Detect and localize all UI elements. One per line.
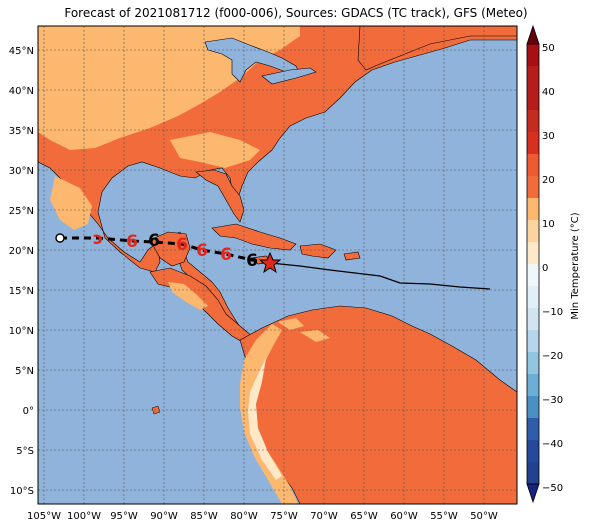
land-yucatan (149, 231, 191, 267)
land-florida (195, 169, 245, 223)
land-venezuela-highlands (300, 330, 330, 342)
lat-tick: 45°N (9, 46, 34, 57)
land-venezuela-north (278, 318, 304, 330)
lat-tick: 5°S (16, 446, 34, 457)
lake-erie-ontario (261, 67, 317, 85)
hurricane-icon: ↄ (93, 229, 103, 249)
colorbar-tick: −40 (542, 439, 563, 450)
colorbar-tick: 10 (542, 219, 555, 230)
lat-tick: 35°N (9, 126, 34, 137)
lon-tick: 75°W (270, 511, 298, 522)
lon-axis: 105°W 100°W 95°W 90°W 85°W 80°W 75°W 70°… (27, 511, 498, 522)
past-track-line (269, 262, 491, 290)
lon-tick: 85°W (190, 511, 218, 522)
lat-tick: 10°S (10, 486, 34, 497)
colorbar-tick: −30 (542, 395, 563, 406)
colorbar-tick: −50 (542, 483, 563, 494)
hurricane-icon: 6 (148, 231, 160, 251)
hurricane-icon: 6 (176, 235, 188, 255)
colorbar-tick: −20 (542, 351, 563, 362)
lon-tick: 105°W (27, 511, 61, 522)
colorbar: 50 40 30 20 10 0 −10 −20 −30 −40 −50 Min… (526, 24, 581, 504)
land-cool-band-plains (170, 132, 260, 168)
land-cool-patch-southwest (50, 176, 92, 230)
lon-tick: 60°W (390, 511, 418, 522)
land-puerto-rico (343, 251, 361, 261)
lon-tick: 80°W (230, 511, 258, 522)
lat-tick: 10°N (9, 326, 34, 337)
land-andes-cool (240, 324, 298, 504)
land-hispaniola (299, 243, 337, 259)
colorbar-tick: 50 (542, 43, 555, 54)
lon-tick: 90°W (150, 511, 178, 522)
forecast-storm-symbols: ↄ 6 6 6 6 6 6 (93, 229, 258, 271)
lat-tick: 25°N (9, 206, 34, 217)
colorbar-tick: 40 (542, 87, 555, 98)
lat-tick: 0° (23, 406, 34, 417)
hurricane-icon: 6 (220, 245, 232, 265)
lon-tick: 50°W (470, 511, 498, 522)
lon-tick: 100°W (67, 511, 101, 522)
map-area: ↄ 6 6 6 6 6 6 (38, 26, 517, 504)
colorbar-bottom-extend (526, 483, 540, 504)
colorbar-tick: −10 (542, 307, 563, 318)
lat-tick: 15°N (9, 286, 34, 297)
track-end-circle-icon (55, 233, 65, 243)
hurricane-icon: 6 (196, 241, 208, 261)
colorbar-label: Min Temperature (°C) (570, 212, 581, 319)
hurricane-icon: 6 (126, 232, 138, 252)
lat-tick: 20°N (9, 246, 34, 257)
forecast-track-line (60, 236, 271, 265)
colorbar-tick: 30 (542, 131, 555, 142)
lat-tick: 30°N (9, 166, 34, 177)
lat-axis: 45°N 40°N 35°N 30°N 25°N 20°N 15°N 10°N … (9, 46, 34, 497)
current-position-star-icon (258, 251, 282, 274)
land-central-america-highlands (168, 282, 208, 310)
lon-tick: 65°W (350, 511, 378, 522)
colorbar-top-extend (526, 24, 540, 45)
lat-tick: 5°N (15, 366, 34, 377)
lon-tick: 95°W (110, 511, 138, 522)
map-frame (37, 25, 518, 505)
lon-tick: 70°W (310, 511, 338, 522)
map-title: Forecast of 2021081712 (f000-006), Sourc… (64, 6, 528, 20)
colorbar-tick: 20 (542, 175, 555, 186)
colorbar-tick: 0 (542, 263, 548, 274)
hurricane-icon: 6 (246, 251, 258, 271)
land-andes-cold (248, 358, 282, 480)
lon-tick: 55°W (430, 511, 458, 522)
lat-tick: 40°N (9, 86, 34, 97)
